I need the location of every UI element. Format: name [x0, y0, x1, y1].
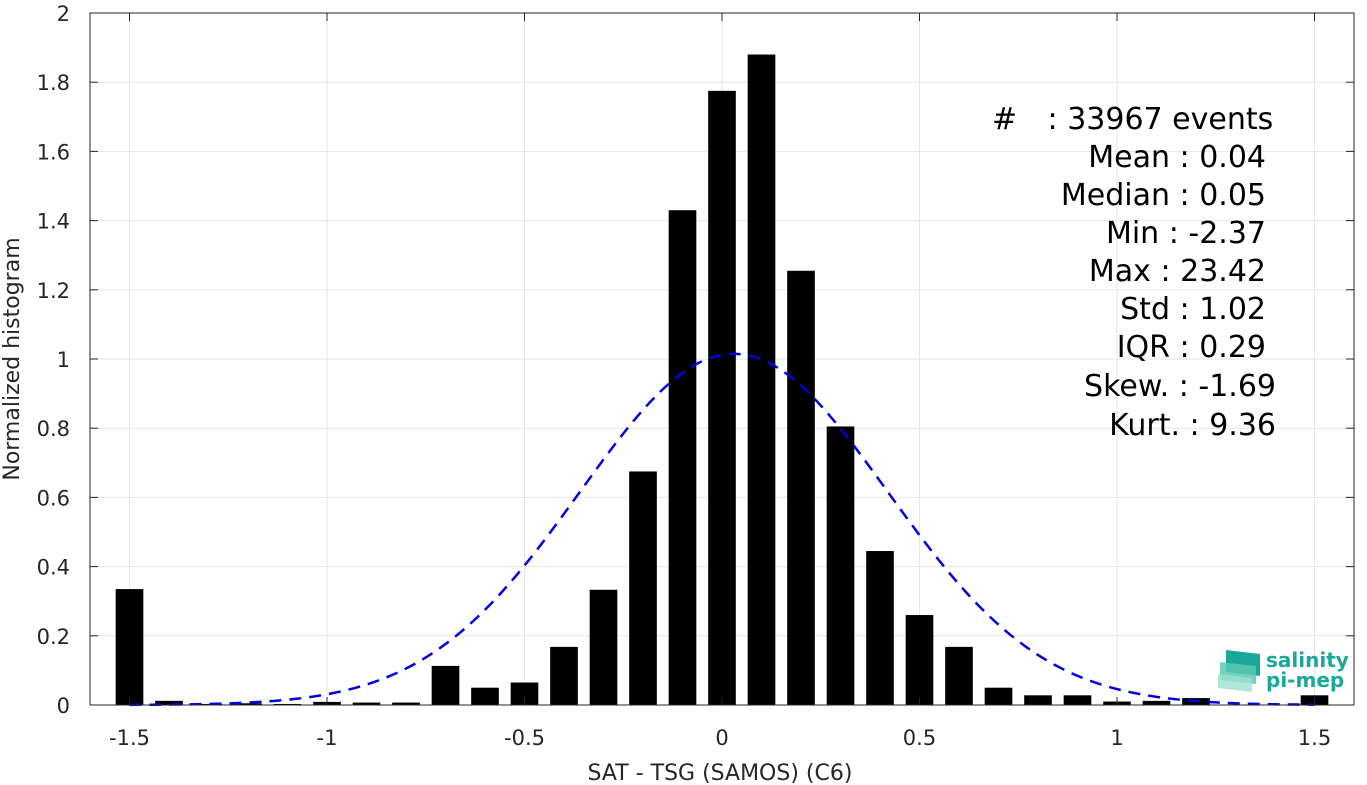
- y-axis-label: Normalized histogram: [0, 237, 25, 480]
- y-tick-label: 0.2: [37, 625, 70, 649]
- stat-std: Std : 1.02: [1120, 292, 1266, 327]
- histogram-bar: [905, 615, 934, 705]
- x-tick-label: -1.5: [109, 726, 150, 750]
- x-tick-label: -0.5: [504, 726, 545, 750]
- histogram-bar: [984, 687, 1013, 705]
- histogram-bar: [1142, 700, 1171, 705]
- histogram-bar: [431, 665, 460, 705]
- histogram-bar: [589, 589, 618, 705]
- y-tick-label: 1.6: [37, 140, 70, 164]
- x-tick-label: -1: [317, 726, 338, 750]
- y-tick-label: 0.6: [37, 486, 70, 510]
- salinity-pi-mep-logo: salinity pi-mep: [1218, 648, 1349, 692]
- logo-wave-icon: [1218, 650, 1260, 692]
- logo-line-pi-mep: pi-mep: [1266, 668, 1344, 692]
- histogram-bar: [471, 687, 499, 705]
- histogram-bar: [866, 551, 894, 705]
- histogram-bar: [392, 702, 420, 705]
- histogram-bars: [115, 54, 1329, 706]
- stat-min: Min : -2.37: [1106, 216, 1266, 251]
- histogram-bar: [550, 646, 578, 705]
- x-tick-label: 1.5: [1298, 726, 1331, 750]
- y-tick-label: 2: [57, 2, 70, 26]
- histogram-bar: [352, 702, 381, 705]
- histogram-bar: [708, 90, 736, 706]
- histogram-bar: [510, 682, 539, 705]
- stat-kurtosis: Kurt. : 9.36: [1109, 408, 1276, 443]
- x-tick-label: 0: [715, 726, 728, 750]
- histogram-bar: [945, 646, 973, 705]
- stat-count: # : 33967 events: [992, 102, 1273, 137]
- histogram-bar: [115, 589, 144, 705]
- histogram-bar: [194, 703, 223, 705]
- x-axis-label: SAT - TSG (SAMOS) (C6): [588, 761, 853, 785]
- histogram-bar: [1063, 695, 1092, 705]
- histogram-bar: [155, 700, 183, 705]
- stat-max: Max : 23.42: [1089, 254, 1266, 289]
- gaussian-fit-curve: [129, 352, 1315, 707]
- y-tick-label: 0.8: [37, 417, 70, 441]
- statistics-annotation: # : 33967 events Mean : 0.04 Median : 0.…: [992, 102, 1276, 443]
- y-tick-label: 0: [57, 694, 70, 718]
- stat-skewness: Skew. : -1.69: [1084, 369, 1276, 404]
- y-tick-label: 1: [57, 348, 70, 372]
- histogram-bar: [273, 703, 302, 705]
- stat-mean: Mean : 0.04: [1088, 140, 1266, 175]
- stat-iqr: IQR : 0.29: [1117, 330, 1266, 365]
- histogram-bar: [747, 54, 776, 705]
- histogram-bar: [234, 703, 262, 705]
- histogram-bar: [629, 471, 657, 705]
- y-tick-label: 1.2: [37, 279, 70, 303]
- axis-ticks: -1.5 -1 -0.5 0 0.5 1 1.5 0 0.2 0.4 0.6 0.8 1 1.2 1.4 1.…: [37, 2, 1354, 750]
- logo-line-salinity: salinity: [1266, 648, 1349, 672]
- y-tick-label: 0.4: [37, 556, 70, 580]
- x-tick-label: 0.5: [903, 726, 936, 750]
- stat-median: Median : 0.05: [1061, 178, 1266, 213]
- y-tick-label: 1.8: [37, 71, 70, 95]
- histogram-bar: [1024, 695, 1052, 705]
- histogram-bar: [826, 426, 855, 705]
- histogram-bar: [668, 210, 697, 705]
- y-tick-label: 1.4: [37, 210, 70, 234]
- histogram-bar: [787, 270, 815, 705]
- x-tick-label: 1: [1110, 726, 1123, 750]
